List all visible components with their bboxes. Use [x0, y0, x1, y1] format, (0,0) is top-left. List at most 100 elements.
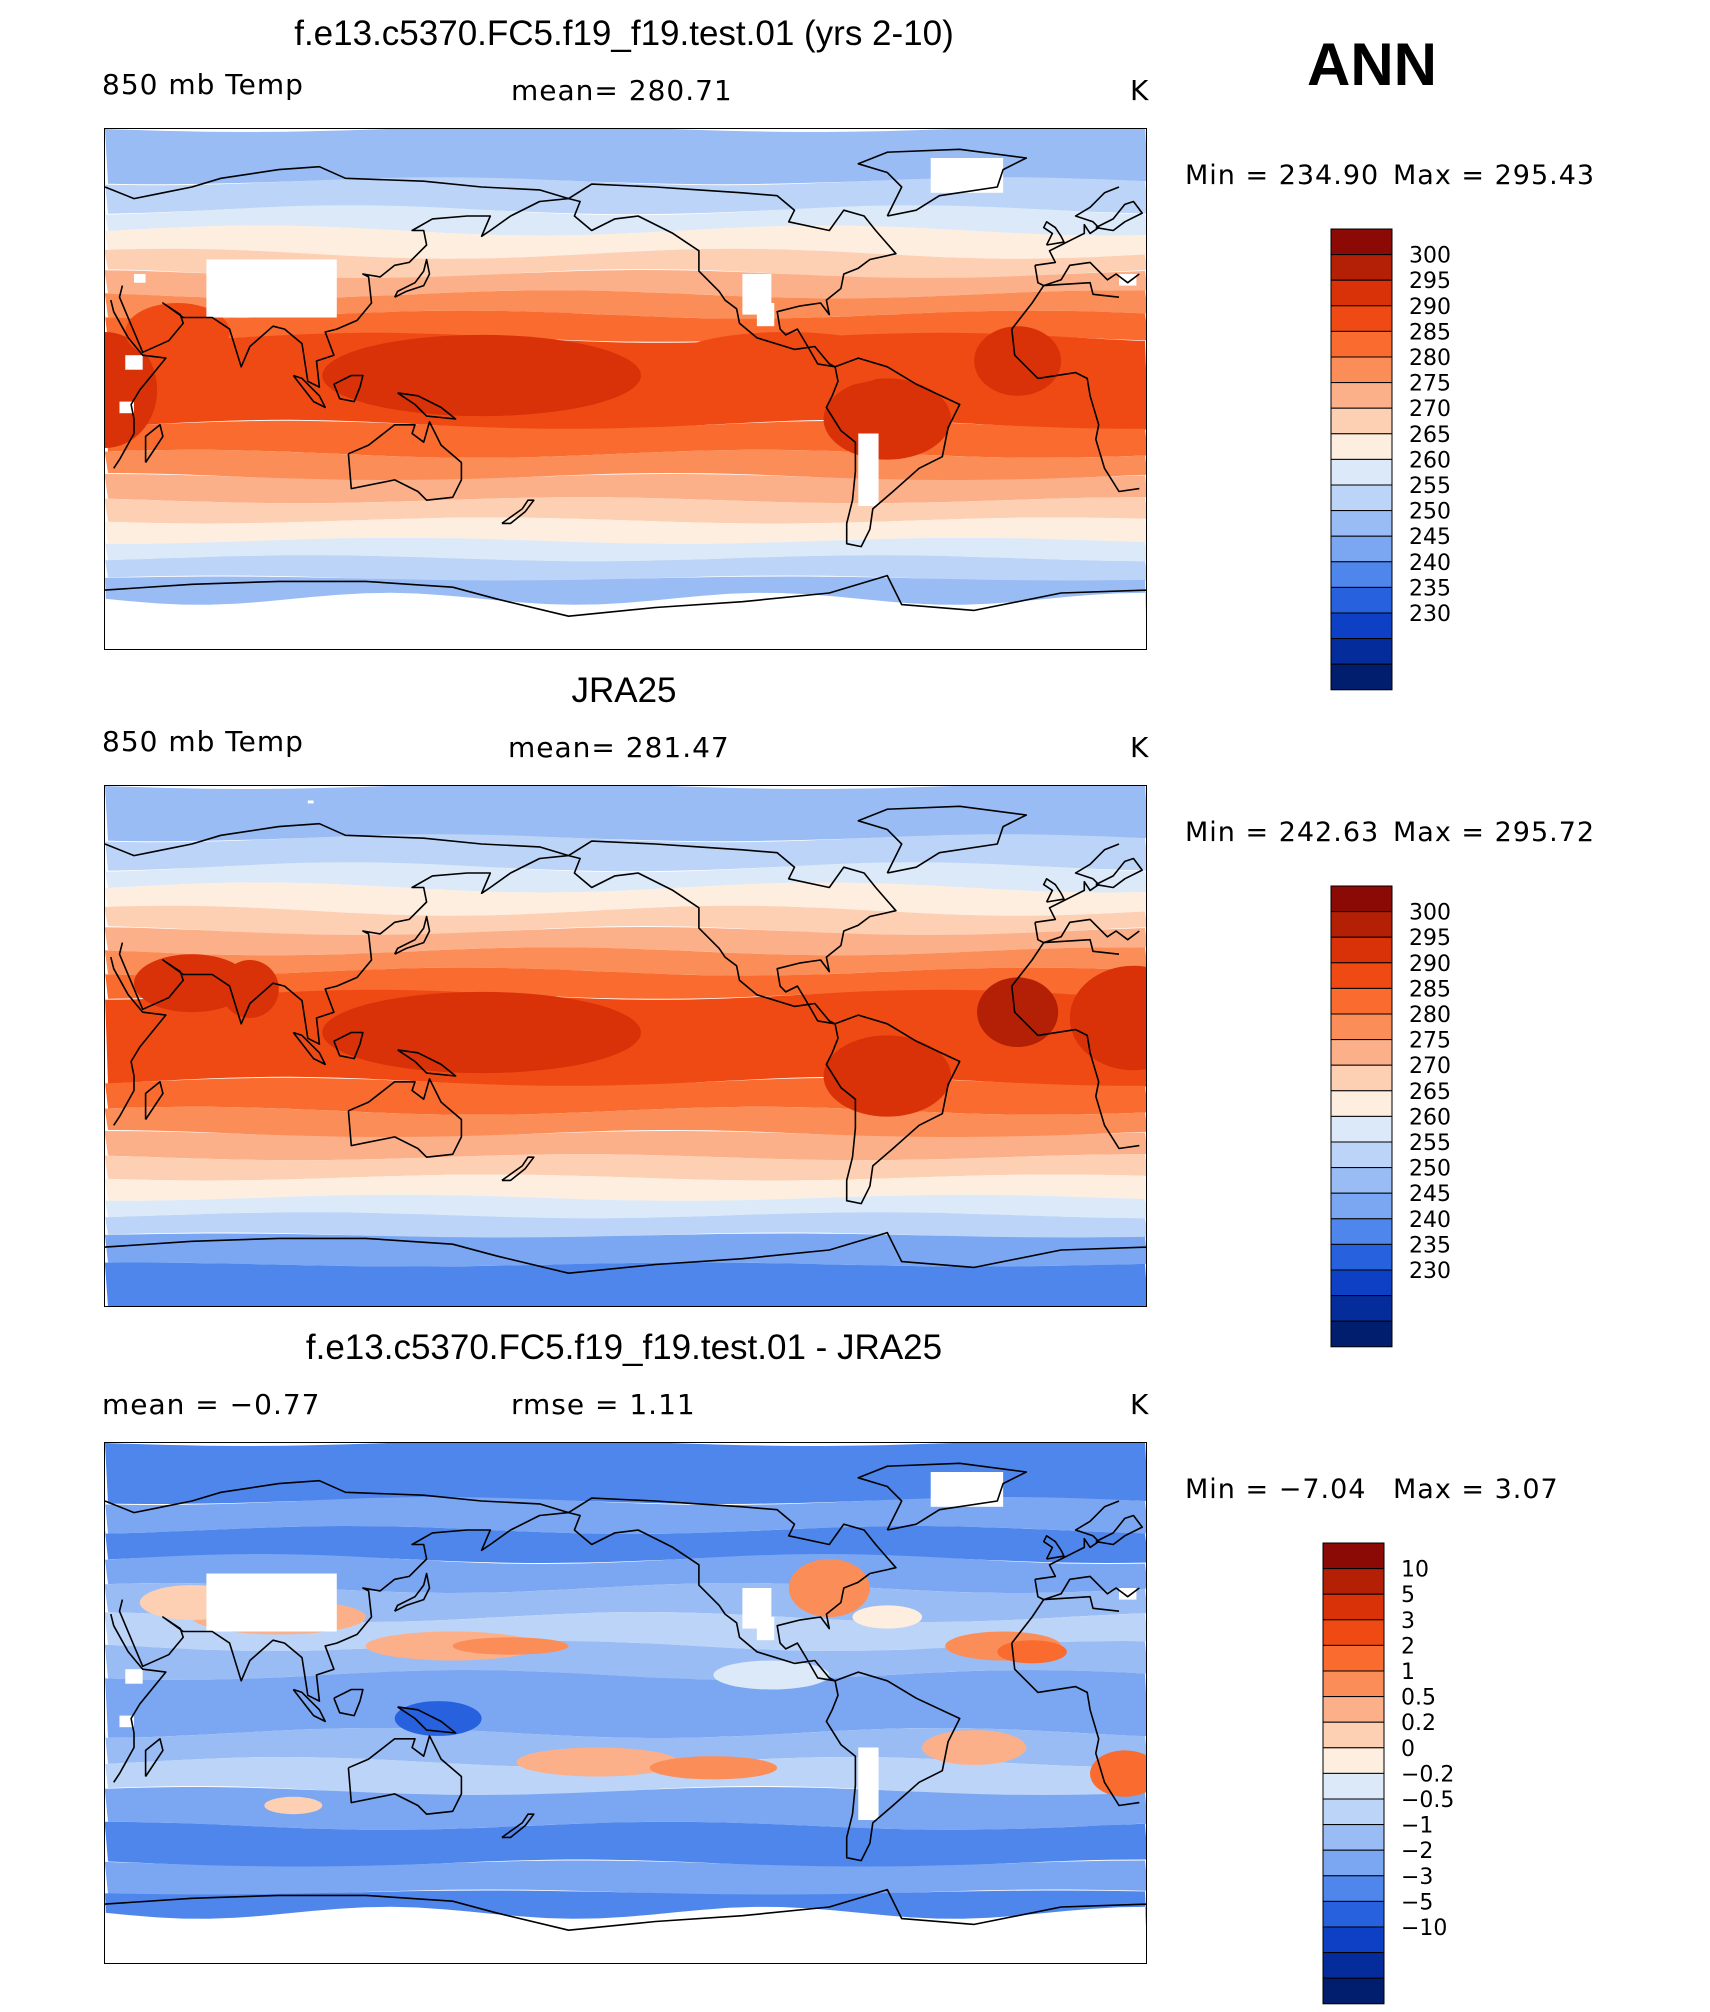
coastline — [144, 424, 164, 463]
coastline — [347, 1078, 463, 1158]
coastline — [501, 1156, 535, 1182]
colorbar-box — [1330, 433, 1393, 460]
contour-band — [105, 1670, 1146, 1738]
missing-data-mask — [119, 1715, 134, 1728]
colorbar-tick-label: 265 — [1409, 1080, 1451, 1105]
coastline — [857, 1462, 1028, 1531]
contour-band — [105, 1212, 1146, 1239]
colorbar-tick-label: 235 — [1409, 1233, 1451, 1258]
panel2-colorbar: 300 295 290 285 280 275 270 265 260 255 250 245 240 2… — [1330, 885, 1501, 1355]
colorbar-box — [1330, 1243, 1393, 1271]
coastline — [825, 1014, 961, 1205]
coastline — [1042, 1535, 1065, 1560]
colorbar-tick-label: 5 — [1401, 1583, 1415, 1608]
contour-band — [105, 1728, 1146, 1767]
colorbar-tick-label: 0.5 — [1401, 1686, 1436, 1711]
coastline — [1042, 878, 1065, 903]
missing-data-mask — [125, 1669, 143, 1684]
colorbar-box — [1330, 885, 1393, 913]
coastline — [501, 1813, 535, 1839]
colorbar-tick-label: 290 — [1409, 952, 1451, 977]
colorbar-tick-label: 270 — [1409, 397, 1451, 422]
colorbar-tick-label: 295 — [1409, 926, 1451, 951]
coastline — [393, 915, 431, 955]
colorbar-box — [1330, 962, 1393, 989]
contour-band — [105, 1860, 1146, 1896]
colorbar-tick-label: −10 — [1401, 1916, 1447, 1941]
panel2-variable-label: 850 mb Temp — [102, 725, 304, 758]
colorbar-box — [1322, 1593, 1385, 1621]
colorbar-box — [1330, 510, 1393, 537]
contour-band — [105, 129, 1146, 185]
coastline — [825, 357, 961, 548]
contour-region — [788, 1559, 870, 1617]
panel1-map — [104, 128, 1147, 650]
contour-band — [105, 1787, 1146, 1830]
coastline — [393, 258, 431, 298]
coastline — [105, 1231, 1146, 1274]
colorbar-box — [1322, 1542, 1385, 1570]
contour-region — [997, 1640, 1067, 1664]
coastline — [347, 421, 463, 501]
colorbar-tick-label: 245 — [1409, 525, 1451, 550]
contour-region — [322, 334, 641, 417]
colorbar-box — [1322, 1644, 1385, 1672]
contour-band — [105, 517, 1146, 544]
colorbar-tick-label: 0 — [1401, 1737, 1415, 1762]
colorbar-box — [1322, 1721, 1385, 1749]
colorbar-box — [1322, 1696, 1385, 1723]
colorbar-tick-label: 255 — [1409, 1131, 1451, 1156]
colorbar-tick-label: 285 — [1409, 977, 1451, 1002]
colorbar-box — [1330, 279, 1393, 307]
coastline — [1034, 1575, 1140, 1601]
coastline — [144, 1081, 164, 1120]
panel1-mean-label: mean= 280.71 — [511, 74, 733, 107]
colorbar-tick-label: 250 — [1409, 500, 1451, 525]
contour-band — [105, 862, 1146, 893]
colorbar-tick-label: 250 — [1409, 1157, 1451, 1182]
colorbar-box — [1330, 586, 1393, 614]
coastline — [1034, 261, 1140, 287]
antarctica-mask — [105, 592, 1146, 649]
colorbar-tick-label: −0.2 — [1401, 1762, 1454, 1787]
coastline — [105, 822, 570, 1045]
missing-data-mask — [858, 1747, 879, 1820]
colorbar-tick-label: 2 — [1401, 1634, 1415, 1659]
colorbar-tick-label: 275 — [1409, 1029, 1451, 1054]
colorbar-box — [1330, 612, 1393, 640]
colorbar-tick-label: 245 — [1409, 1182, 1451, 1207]
colorbar-tick-label: −1 — [1401, 1814, 1433, 1839]
colorbar-box — [1322, 1926, 1385, 1954]
contour-region — [852, 1605, 923, 1629]
colorbar-box — [1330, 1295, 1393, 1322]
coastline — [1095, 1514, 1143, 1546]
contour-band — [105, 1174, 1146, 1201]
coastline — [1011, 1643, 1140, 1807]
season-label: ANN — [1307, 31, 1437, 98]
contour-region — [713, 1660, 830, 1690]
colorbar-box — [1330, 1320, 1393, 1348]
coastline — [105, 1479, 570, 1702]
colorbar-tick-label: 3 — [1401, 1609, 1415, 1634]
contour-region — [220, 960, 279, 1018]
colorbar-box — [1330, 458, 1393, 486]
contour-band — [105, 497, 1146, 524]
coastline — [347, 1735, 463, 1815]
contour-region — [1090, 1750, 1146, 1797]
panel1-colorbar: 300 295 290 285 280 275 270 265 260 255 250 245 240 2… — [1330, 228, 1501, 698]
coastline — [568, 1497, 897, 1682]
coastline — [1095, 200, 1143, 232]
coastline — [1011, 986, 1140, 1150]
colorbar-box — [1330, 1269, 1393, 1297]
coastline — [110, 299, 167, 469]
colorbar-tick-label: −0.5 — [1401, 1788, 1454, 1813]
colorbar-tick-label: −2 — [1401, 1839, 1433, 1864]
contour-band — [105, 225, 1146, 259]
coastline — [1011, 281, 1120, 330]
coastline — [1011, 329, 1140, 493]
coastline — [568, 840, 897, 1025]
contour-band — [105, 1526, 1146, 1563]
colorbar-tick-label: 290 — [1409, 295, 1451, 320]
coastline — [397, 1706, 457, 1734]
